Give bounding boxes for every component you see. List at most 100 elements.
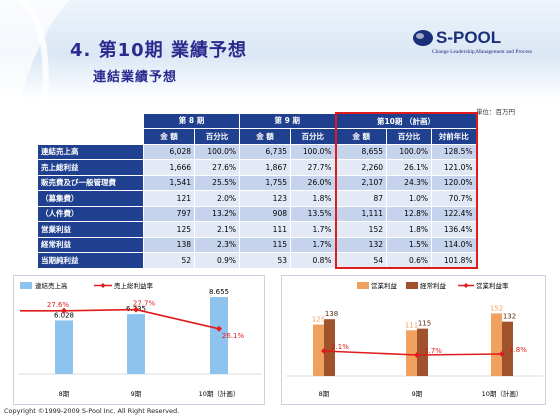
page-subtitle: 連結業績予想 xyxy=(93,70,178,85)
category-label: 9期 xyxy=(412,390,423,398)
table-cell: 12.8% xyxy=(386,205,432,222)
table-row: 販売費及び一般管理費 1,541 25.5% 1,755 26.0% 2,107 24.3%… xyxy=(37,174,478,191)
sales-bar xyxy=(55,320,73,374)
table-cell: 27.7% xyxy=(290,159,336,176)
table-cell: 1,755 xyxy=(239,174,291,191)
logo-text: S-POOL xyxy=(436,28,502,47)
table-cell: 24.3% xyxy=(386,174,432,191)
op-profit-label: 152 xyxy=(490,304,503,312)
table-cell: 54 xyxy=(334,252,387,269)
margin-label: 27.7% xyxy=(133,300,156,308)
table-cell: 100.0% xyxy=(386,143,432,160)
table-cell: 13.2% xyxy=(194,205,240,222)
table-cell: 52 xyxy=(143,252,195,269)
table-cell: 121.0% xyxy=(431,159,478,176)
row-label: （人件費） xyxy=(37,205,144,222)
category-label: 8期 xyxy=(59,390,70,398)
op-profit-bar xyxy=(491,313,502,376)
sub-header: 金 額 xyxy=(239,128,291,145)
op-profit-label: 125 xyxy=(312,316,325,324)
sales-bar-label: 6.028 xyxy=(54,311,74,319)
table-cell: 100.0% xyxy=(290,143,336,160)
table-cell: 2.3% xyxy=(194,236,240,253)
table-cell: 2,260 xyxy=(334,159,387,176)
row-label: （募集費） xyxy=(37,190,144,207)
table-row: 売上総利益 1,666 27.6% 1,867 27.7% 2,260 26.1% 121.0… xyxy=(37,159,478,176)
table-cell: 87 xyxy=(334,190,387,207)
sub-header: 百分比 xyxy=(290,128,336,145)
table-cell: 13.5% xyxy=(290,205,336,222)
sub-header: 百分比 xyxy=(194,128,240,145)
legend-swatch-op xyxy=(357,282,369,289)
table-cell: 1,111 xyxy=(334,205,387,222)
sales-bar-label: 8.655 xyxy=(209,288,229,296)
table-cell: 53 xyxy=(239,252,291,269)
margin-point xyxy=(216,325,222,332)
row-label: 販売費及び一般管理費 xyxy=(37,174,144,191)
legend-label-margin: 売上総利益率 xyxy=(114,281,154,290)
copyright-footer: Copyright ©1999-2009 S-Pool Inc. All Rig… xyxy=(4,407,180,415)
table-corner xyxy=(37,112,144,129)
sales-chart: 連結売上高売上総利益率6.0286.7358.65527.6%27.7%26.1… xyxy=(18,281,262,398)
table-row: 営業利益 125 2.1% 111 1.7% 152 1.8% 136.4% xyxy=(37,221,478,238)
logo-tagline: Change Leadership,Management and Process xyxy=(432,49,533,55)
row-label: 当期純利益 xyxy=(37,252,144,269)
row-label: 営業利益 xyxy=(37,221,144,238)
ord-profit-label: 132 xyxy=(503,313,516,321)
category-label: 10期（計画） xyxy=(199,389,240,398)
unit-label: 単位：百万円 xyxy=(476,108,515,116)
sub-header: 対前年比 xyxy=(431,128,478,145)
op-profit-bar xyxy=(406,330,417,376)
table-cell: 1.0% xyxy=(386,190,432,207)
table-cell: 0.6% xyxy=(386,252,432,269)
op-margin-label: 2.1% xyxy=(331,343,349,351)
table-cell: 1.8% xyxy=(290,190,336,207)
table-cell: 27.6% xyxy=(194,159,240,176)
margin-label: 26.1% xyxy=(222,332,245,340)
table-cell: 26.1% xyxy=(386,159,432,176)
table-row: （人件費） 797 13.2% 908 13.5% 1,111 12.8% 122.4% xyxy=(37,205,478,222)
table-cell: 2,107 xyxy=(334,174,387,191)
table-cell: 125 xyxy=(143,221,195,238)
table-cell: 797 xyxy=(143,205,195,222)
period-header-9: 第 9 期 xyxy=(239,112,336,129)
op-margin-point xyxy=(321,348,327,354)
table-cell: 128.5% xyxy=(431,143,478,160)
table-cell: 114.0% xyxy=(431,236,478,253)
op-margin-label: 1.7% xyxy=(424,347,442,355)
table-cell: 1,541 xyxy=(143,174,195,191)
table-cell: 120.0% xyxy=(431,174,478,191)
sub-header: 金 額 xyxy=(334,128,387,145)
table-cell: 26.0% xyxy=(290,174,336,191)
table-corner xyxy=(37,128,144,145)
table-cell: 101.8% xyxy=(431,252,478,269)
sub-header: 百分比 xyxy=(386,128,432,145)
table-cell: 1.8% xyxy=(386,221,432,238)
table-cell: 0.9% xyxy=(194,252,240,269)
table-cell: 25.5% xyxy=(194,174,240,191)
margin-point xyxy=(61,307,67,314)
row-label: 売上総利益 xyxy=(37,159,144,176)
row-label: 経常利益 xyxy=(37,236,144,253)
logo-icon xyxy=(413,30,433,46)
op-profit-label: 111 xyxy=(405,321,418,329)
table-cell: 2.1% xyxy=(194,221,240,238)
company-logo: S-POOL Change Leadership,Management and … xyxy=(412,28,542,68)
profit-chart-panel: 営業利益 経常利益 営業利益率 125 138 111 115 152 132 2.1% 1.7% 1… xyxy=(281,275,546,405)
table-cell: 100.0% xyxy=(194,143,240,160)
category-label: 9期 xyxy=(131,390,142,398)
sales-bar xyxy=(127,314,145,374)
table-row: 連結売上高 6,028 100.0% 6,735 100.0% 8,655 100.0% 12… xyxy=(37,143,478,160)
table-cell: 111 xyxy=(239,221,291,238)
margin-label: 27.6% xyxy=(47,301,70,309)
period-header-8: 第 8 期 xyxy=(143,112,240,129)
legend-label-sales: 連結売上高 xyxy=(35,281,68,290)
ord-profit-bar xyxy=(502,321,513,376)
header-swoosh-decoration xyxy=(0,0,70,100)
op-margin-point xyxy=(499,351,505,357)
table-cell: 1.5% xyxy=(386,236,432,253)
table-cell: 136.4% xyxy=(431,221,478,238)
legend-swatch-sales xyxy=(20,282,32,289)
legend-swatch-ord xyxy=(406,282,418,289)
table-cell: 6,028 xyxy=(143,143,195,160)
